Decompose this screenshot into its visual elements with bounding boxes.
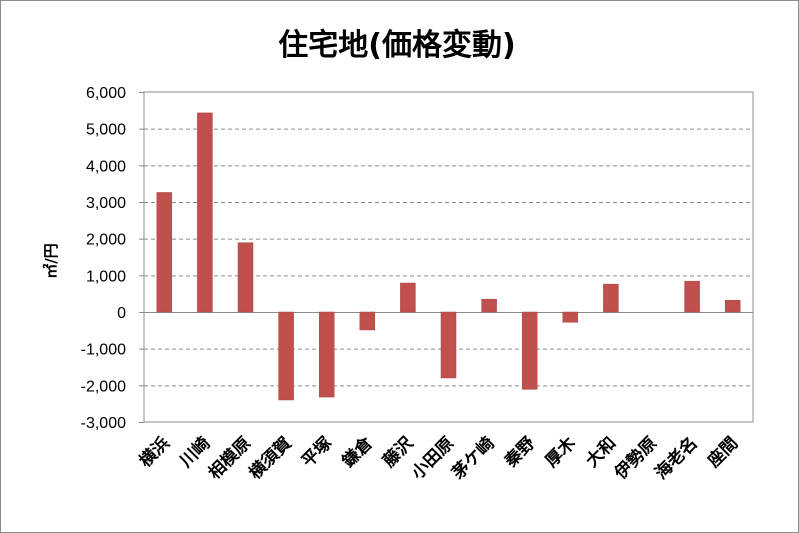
bar xyxy=(278,311,294,401)
bar xyxy=(156,192,173,313)
x-category-label: 横須賀 xyxy=(245,433,296,484)
x-category-label: 相模原 xyxy=(204,433,255,484)
chart-title: 住宅地(価格変動) xyxy=(278,28,515,63)
x-category-label: 鎌倉 xyxy=(337,432,377,472)
x-category-label: 伊勢原 xyxy=(609,433,661,485)
y-axis-label: ㎡/円 xyxy=(42,243,60,278)
x-category-label: 秦野 xyxy=(500,433,539,472)
y-tick-label: 0 xyxy=(117,305,126,322)
bar xyxy=(481,298,497,313)
x-category-label: 厚木 xyxy=(541,432,581,472)
y-tick-label: -3,000 xyxy=(81,415,126,432)
bar xyxy=(197,112,213,313)
x-category-label: 横浜 xyxy=(135,433,174,472)
x-category-label: 平塚 xyxy=(298,433,336,471)
bar xyxy=(562,311,579,323)
plot-border xyxy=(143,91,754,423)
bar xyxy=(318,311,335,398)
bar xyxy=(684,280,700,313)
x-category-label: 海老名 xyxy=(651,433,702,484)
y-tick-label: 2,000 xyxy=(86,232,126,249)
bar xyxy=(724,300,741,313)
bar xyxy=(359,311,376,331)
y-tick-label: -1,000 xyxy=(81,342,126,359)
y-tick-label: 3,000 xyxy=(86,195,126,212)
bar xyxy=(603,283,619,313)
y-tick-label: 1,000 xyxy=(86,268,126,285)
y-tick-label: 4,000 xyxy=(86,158,126,175)
x-category-label: 茅ケ崎 xyxy=(448,433,499,484)
plot-area: 6,000 5,000 4,000 3,000 2,000 1,000 0 -1,000 -2,… xyxy=(81,85,754,485)
x-category-label: 小田原 xyxy=(408,433,458,483)
y-tick-label: 6,000 xyxy=(86,85,126,102)
x-category-label: 座間 xyxy=(703,433,742,472)
bar xyxy=(440,311,457,379)
bar xyxy=(521,311,538,390)
y-tick-label: 5,000 xyxy=(86,122,126,139)
bar xyxy=(237,242,254,313)
y-tick-label: -2,000 xyxy=(81,378,126,395)
bar xyxy=(400,282,416,313)
